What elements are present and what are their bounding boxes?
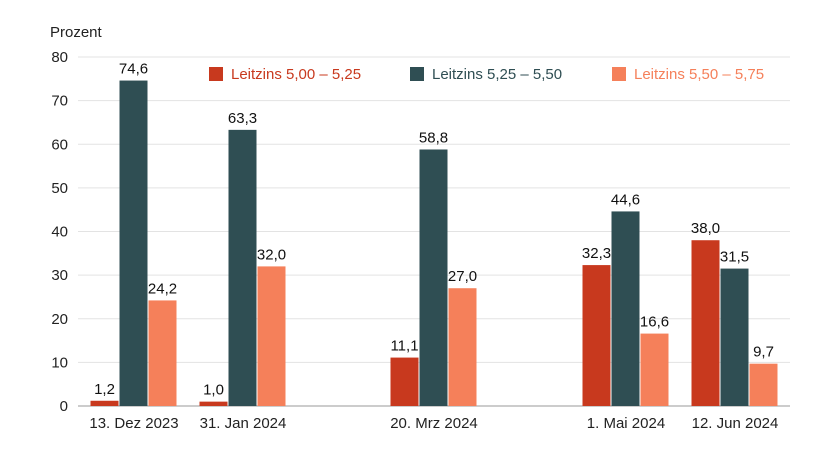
bar bbox=[448, 288, 477, 406]
y-tick-label: 50 bbox=[51, 180, 68, 197]
bar bbox=[199, 401, 228, 406]
data-label: 32,3 bbox=[582, 245, 611, 262]
legend-label: Leitzins 5,00 – 5,25 bbox=[231, 66, 361, 83]
legend-swatch bbox=[209, 67, 223, 81]
x-tick-label: 20. Mrz 2024 bbox=[390, 415, 478, 432]
y-tick-label: 30 bbox=[51, 267, 68, 284]
x-axis-ticks: 13. Dez 2023 31. Jan 2024 20. Mrz 2024 1. M… bbox=[89, 415, 778, 432]
x-tick-label: 1. Mai 2024 bbox=[587, 415, 665, 432]
bar bbox=[640, 333, 669, 406]
x-tick-label: 13. Dez 2023 bbox=[89, 415, 178, 432]
data-label: 74,6 bbox=[119, 61, 148, 78]
bar bbox=[419, 149, 448, 407]
bars bbox=[90, 80, 778, 407]
y-tick-label: 60 bbox=[51, 136, 68, 153]
data-label: 9,7 bbox=[753, 344, 774, 361]
bar bbox=[228, 129, 257, 406]
y-tick-label: 0 bbox=[60, 398, 68, 415]
data-label: 38,0 bbox=[691, 220, 720, 237]
legend-swatch bbox=[410, 67, 424, 81]
y-tick-label: 40 bbox=[51, 224, 68, 241]
bar bbox=[390, 357, 419, 406]
y-tick-label: 20 bbox=[51, 311, 68, 328]
data-label: 63,3 bbox=[228, 110, 257, 127]
legend: Leitzins 5,00 – 5,25 Leitzins 5,25 – 5,50… bbox=[209, 66, 764, 83]
data-label: 1,0 bbox=[203, 382, 224, 399]
bar bbox=[257, 266, 286, 406]
data-labels: 1,2 74,6 24,2 1,0 63,3 32,0 11,1 58,8 27,0 32,3 44… bbox=[94, 61, 774, 399]
data-label: 1,2 bbox=[94, 381, 115, 398]
bar bbox=[720, 268, 749, 406]
x-tick-label: 31. Jan 2024 bbox=[200, 415, 287, 432]
bar bbox=[148, 300, 177, 406]
bar bbox=[749, 363, 778, 406]
legend-label: Leitzins 5,50 – 5,75 bbox=[634, 66, 764, 83]
data-label: 44,6 bbox=[611, 191, 640, 208]
bar bbox=[611, 211, 640, 406]
bar bbox=[90, 400, 119, 406]
y-tick-label: 10 bbox=[51, 354, 68, 371]
y-axis-label: Prozent bbox=[50, 24, 103, 41]
x-tick-label: 12. Jun 2024 bbox=[692, 415, 779, 432]
data-label: 16,6 bbox=[640, 314, 669, 331]
data-label: 58,8 bbox=[419, 129, 448, 146]
y-axis-ticks: 0 10 20 30 40 50 60 70 80 bbox=[51, 49, 68, 415]
y-tick-label: 70 bbox=[51, 93, 68, 110]
data-label: 27,0 bbox=[448, 268, 477, 285]
legend-swatch bbox=[612, 67, 626, 81]
data-label: 24,2 bbox=[148, 280, 177, 297]
legend-label: Leitzins 5,25 – 5,50 bbox=[432, 66, 562, 83]
data-label: 11,1 bbox=[390, 338, 418, 355]
y-tick-label: 80 bbox=[51, 49, 68, 66]
bar bbox=[691, 240, 720, 406]
data-label: 31,5 bbox=[720, 249, 749, 266]
bar bbox=[582, 265, 611, 406]
bar bbox=[119, 80, 148, 407]
data-label: 32,0 bbox=[257, 246, 286, 263]
